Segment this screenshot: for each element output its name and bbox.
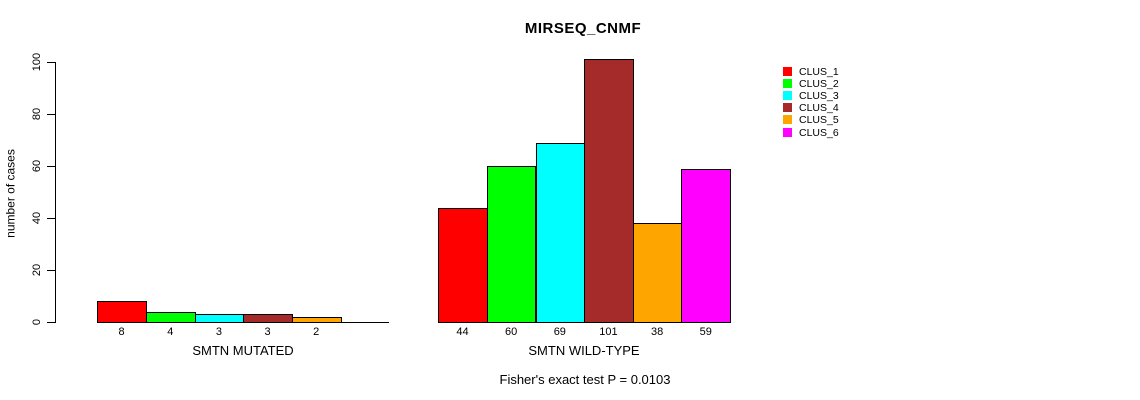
y-axis-tick-label: 0 xyxy=(31,318,43,326)
bar-clus-2-smtn-wild-type xyxy=(486,166,537,323)
bar-value-label-clus-3-smtn-mutated: 3 xyxy=(215,326,222,338)
bar-value-label-clus-2-smtn-mutated: 4 xyxy=(167,326,174,338)
bar-value-label-clus-6-smtn-wild-type: 59 xyxy=(699,326,712,338)
y-axis-tick-label: 80 xyxy=(31,107,43,121)
bar-value-label-clus-1-smtn-mutated: 8 xyxy=(118,326,125,338)
y-axis-tick xyxy=(47,62,55,63)
y-axis-tick-label: 60 xyxy=(31,159,43,173)
y-axis-tick xyxy=(47,114,55,115)
y-axis-tick xyxy=(47,322,55,323)
legend-swatch-clus-6 xyxy=(783,127,792,137)
legend-label-clus-6: CLUS_6 xyxy=(799,126,839,139)
bar-value-label-clus-2-smtn-wild-type: 60 xyxy=(505,326,518,338)
bar-clus-5-smtn-mutated xyxy=(291,316,342,323)
y-axis-tick-label: 20 xyxy=(31,263,43,277)
legend-label-clus-3: CLUS_3 xyxy=(799,90,839,103)
bar-value-label-clus-4-smtn-mutated: 3 xyxy=(264,326,271,338)
bar-value-label-clus-5-smtn-mutated: 2 xyxy=(313,326,320,338)
legend-label-clus-4: CLUS_4 xyxy=(799,102,839,115)
legend-label-clus-1: CLUS_1 xyxy=(799,66,839,78)
legend-label-clus-5: CLUS_5 xyxy=(799,114,839,127)
bar-clus-3-smtn-wild-type xyxy=(535,142,586,323)
bar-clus-2-smtn-mutated xyxy=(145,311,196,323)
y-axis-tick-label: 40 xyxy=(31,211,43,225)
bar-value-label-clus-3-smtn-wild-type: 69 xyxy=(553,326,566,338)
legend-swatch-clus-4 xyxy=(783,103,792,113)
bar-clus-5-smtn-wild-type xyxy=(632,223,683,323)
bar-clus-6-smtn-wild-type xyxy=(681,168,732,323)
fisher-test-annotation: Fisher's exact test P = 0.0103 xyxy=(499,372,671,387)
y-axis-tick xyxy=(47,166,55,167)
y-axis-tick xyxy=(47,270,55,271)
bar-value-label-clus-5-smtn-wild-type: 38 xyxy=(650,326,664,338)
legend-swatch-clus-5 xyxy=(783,115,792,125)
legend-swatch-clus-1 xyxy=(783,67,792,76)
y-axis-tick-label: 100 xyxy=(31,52,43,72)
legend-swatch-clus-3 xyxy=(783,91,792,101)
bar-clus-3-smtn-mutated xyxy=(194,314,245,323)
y-axis-line xyxy=(55,62,56,323)
y-axis-tick xyxy=(47,218,55,219)
bar-clus-4-smtn-mutated xyxy=(243,314,293,323)
x-axis-label-smtn-wild-type: SMTN WILD-TYPE xyxy=(528,343,640,358)
y-axis-label: number of cases xyxy=(3,149,18,238)
bar-clus-4-smtn-wild-type xyxy=(584,59,634,323)
bar-clus-1-smtn-mutated xyxy=(97,301,147,323)
bar-clus-1-smtn-wild-type xyxy=(438,207,488,323)
chart-title: MIRSEQ_CNMF xyxy=(524,20,642,37)
legend-swatch-clus-2 xyxy=(783,79,792,89)
bar-value-label-clus-1-smtn-wild-type: 44 xyxy=(456,326,469,338)
x-axis-label-smtn-mutated: SMTN MUTATED xyxy=(192,343,294,358)
bar-value-label-clus-4-smtn-wild-type: 101 xyxy=(599,326,618,338)
legend-label-clus-2: CLUS_2 xyxy=(799,78,839,91)
